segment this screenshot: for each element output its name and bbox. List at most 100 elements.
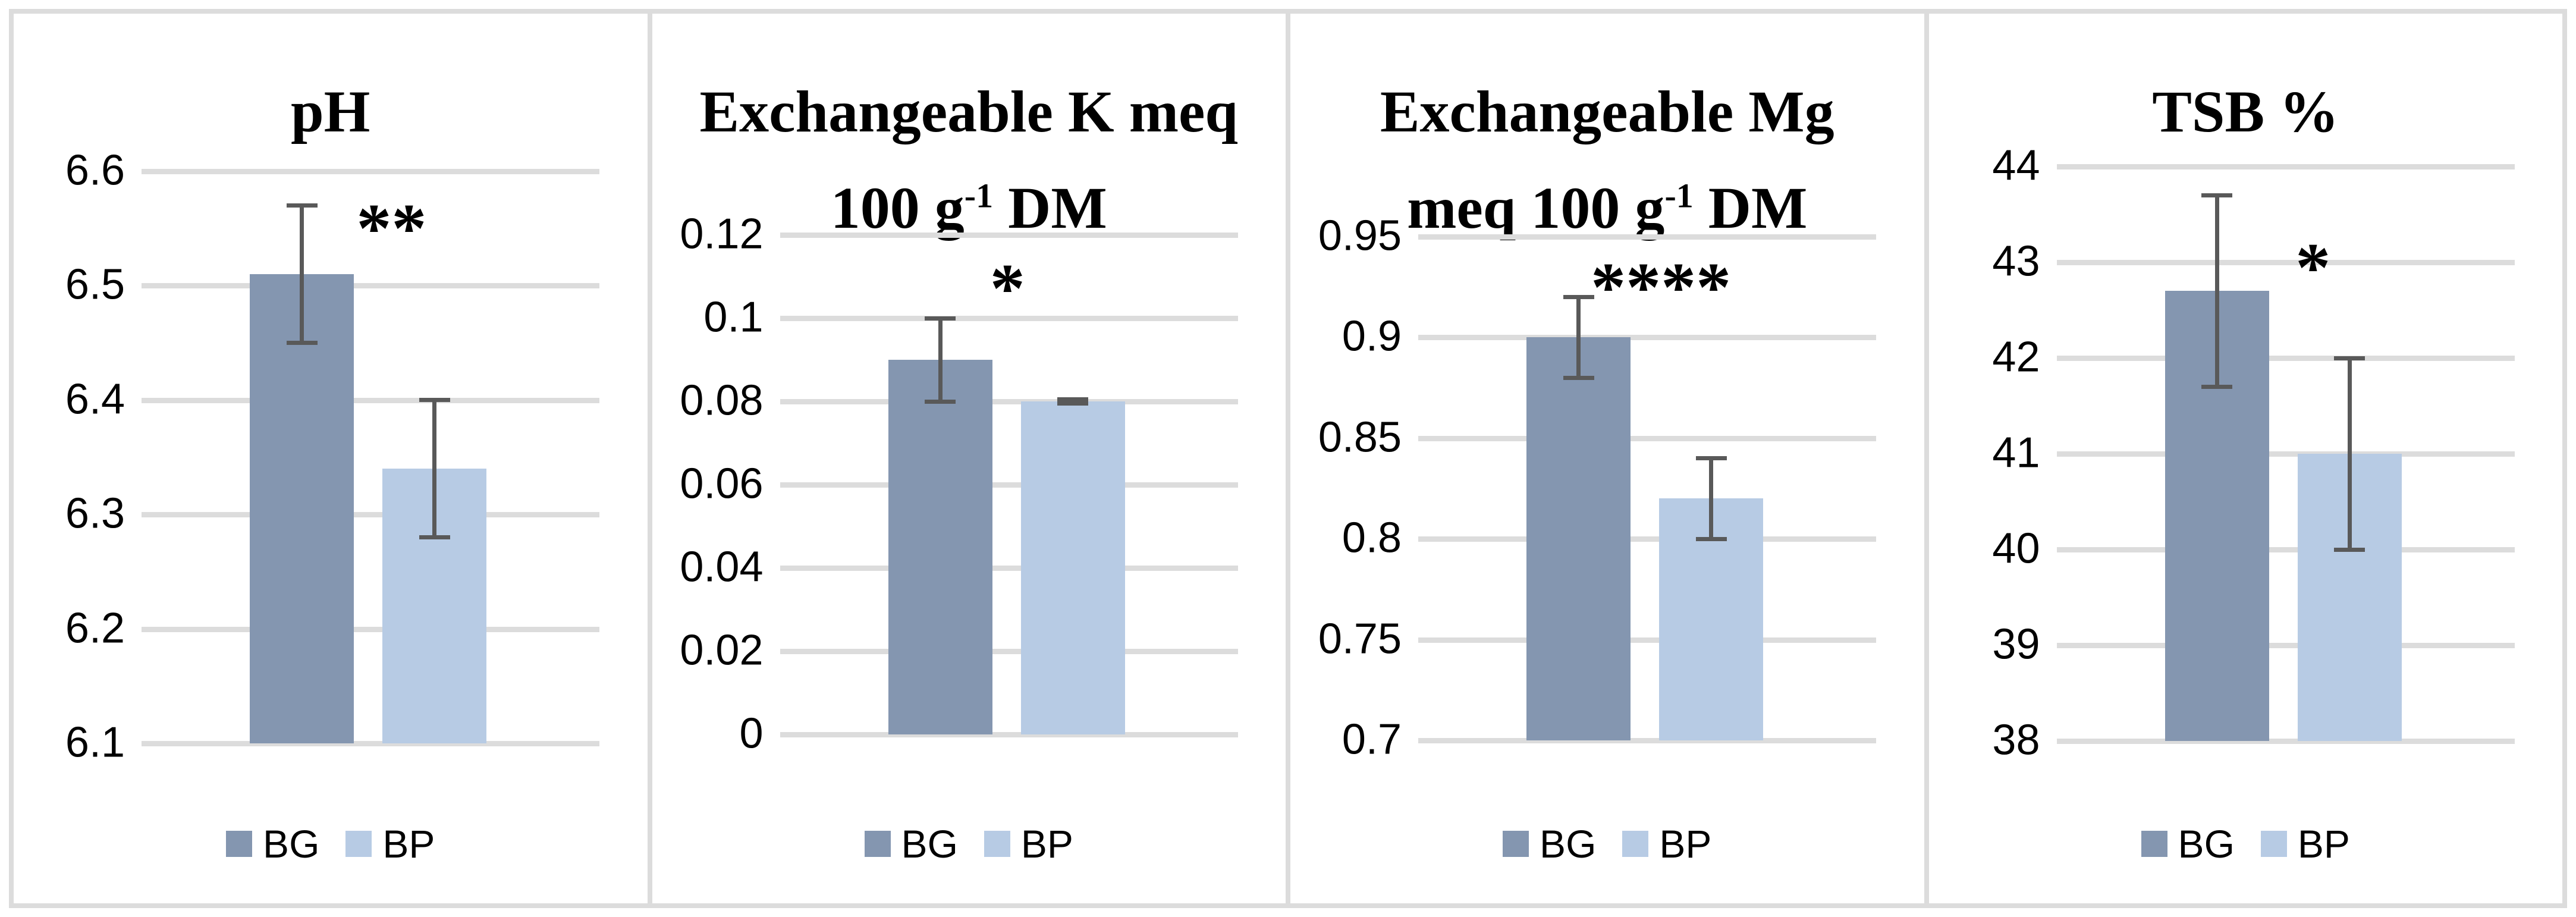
error-bar-line — [2347, 358, 2352, 549]
legend-swatch-bp — [984, 831, 1010, 857]
error-bar-cap — [419, 535, 450, 540]
y-tick-label: 39 — [1992, 620, 2040, 668]
gridline — [142, 397, 599, 403]
gridline — [2056, 451, 2515, 457]
gridline — [2056, 739, 2515, 744]
gridline — [1418, 234, 1876, 240]
y-tick-label: 42 — [1992, 333, 2040, 381]
significance-stars: **** — [1591, 248, 1732, 326]
gridline — [780, 649, 1238, 654]
legend: BG BP — [652, 822, 1286, 865]
legend-item-bg: BG — [864, 822, 958, 866]
legend-label-bp: BP — [382, 822, 435, 866]
title-text: Exchangeable K meq — [699, 78, 1239, 145]
y-tick-label: 0.12 — [680, 210, 764, 258]
legend-item-bg: BG — [226, 824, 319, 863]
error-bar-cap — [1057, 401, 1089, 406]
gridline — [1418, 435, 1876, 441]
gridline — [780, 316, 1238, 321]
error-bar-cap — [1695, 536, 1727, 541]
y-tick-label: 0 — [739, 709, 764, 758]
significance-stars: * — [989, 249, 1025, 327]
gridline — [780, 566, 1238, 571]
y-tick-label: 40 — [1992, 525, 2040, 573]
legend-item-bp: BP — [1622, 824, 1711, 863]
plot-area — [1418, 234, 1876, 743]
y-tick-label: 6.2 — [65, 604, 125, 652]
y-tick-label: 0.8 — [1342, 514, 1402, 562]
y-tick-label: 6.5 — [65, 260, 125, 309]
error-bar-cap — [286, 341, 318, 346]
error-bar-cap — [925, 316, 956, 321]
chart-title: TSB % — [1929, 64, 2563, 160]
error-bar-cap — [1695, 456, 1727, 461]
chart-title-line: pH — [14, 64, 648, 160]
title-text: pH — [291, 78, 370, 145]
y-tick-label: 43 — [1992, 237, 2040, 285]
gridline — [2056, 356, 2515, 361]
plot-area — [780, 233, 1238, 737]
legend: BG BP — [14, 822, 648, 865]
y-tick-label: 41 — [1992, 429, 2040, 477]
chart-panel-tsb: TSB % 44 43 42 41 40 39 38 * BG BP — [1924, 14, 2563, 903]
error-bar-line — [2214, 195, 2219, 387]
y-tick-label: 0.06 — [680, 460, 764, 508]
y-tick-label: 0.08 — [680, 376, 764, 425]
legend: BG BP — [1290, 822, 1924, 865]
gridline — [142, 626, 599, 632]
chart-panel-ph: pH 6.6 6.5 6.4 6.3 6.2 6.1 ** BG BP — [14, 14, 648, 903]
error-bar-cap — [925, 399, 956, 404]
bar-bg — [888, 360, 992, 734]
gridline — [2056, 164, 2515, 169]
y-tick-label: 0.75 — [1318, 614, 1402, 662]
error-bar-line — [938, 318, 943, 401]
title-text: TSB % — [2152, 78, 2339, 145]
title-text: meq 100 g — [1407, 175, 1665, 241]
error-bar-cap — [1057, 397, 1089, 401]
error-bar-cap — [1563, 375, 1594, 380]
y-tick-label: 6.3 — [65, 489, 125, 538]
gridline — [2056, 260, 2515, 265]
gridline — [2056, 643, 2515, 648]
figure: pH 6.6 6.5 6.4 6.3 6.2 6.1 ** BG BP Exchangeable K… — [9, 9, 2567, 908]
legend-item-bg: BG — [1503, 824, 1596, 863]
legend-label-bg: BG — [901, 822, 958, 866]
error-bar-cap — [2334, 356, 2365, 360]
legend-swatch-bg — [864, 831, 891, 857]
plot-area — [2056, 164, 2515, 744]
plot-area — [142, 169, 599, 746]
chart-title: Exchangeable K meq 100 g-1 DM — [652, 64, 1286, 256]
gridline — [1418, 637, 1876, 643]
chart-title-line: Exchangeable Mg — [1290, 64, 1924, 160]
legend-item-bp: BP — [345, 824, 435, 863]
y-tick-label: 0.95 — [1318, 212, 1402, 260]
chart-title-line: TSB % — [1929, 64, 2563, 160]
legend-swatch-bg — [226, 831, 253, 857]
y-tick-label: 44 — [1992, 142, 2040, 190]
bar-bg — [1526, 337, 1631, 740]
error-bar-cap — [1563, 295, 1594, 300]
error-bar-cap — [2201, 193, 2232, 197]
significance-stars: ** — [356, 189, 427, 268]
gridline — [1418, 335, 1876, 341]
gridline — [142, 741, 599, 746]
gridline — [2056, 547, 2515, 552]
chart-title: pH — [14, 64, 648, 160]
y-tick-label: 0.85 — [1318, 413, 1402, 461]
title-text: DM — [993, 175, 1107, 241]
error-bar-line — [432, 400, 437, 538]
legend-label-bp: BP — [1659, 822, 1712, 866]
bar-bp — [1020, 401, 1125, 734]
legend: BG BP — [1929, 822, 2563, 865]
error-bar-line — [1576, 297, 1581, 378]
title-text: 100 g — [830, 175, 965, 241]
legend-label-bg: BG — [263, 822, 320, 866]
error-bar-cap — [2201, 384, 2232, 389]
y-tick-label: 6.1 — [65, 718, 125, 767]
error-bar-line — [1709, 458, 1714, 539]
legend-swatch-bp — [2260, 831, 2287, 857]
gridline — [1418, 536, 1876, 542]
legend-swatch-bg — [1503, 831, 1529, 857]
y-tick-label: 0.02 — [680, 626, 764, 674]
y-tick-label: 0.9 — [1342, 312, 1402, 360]
